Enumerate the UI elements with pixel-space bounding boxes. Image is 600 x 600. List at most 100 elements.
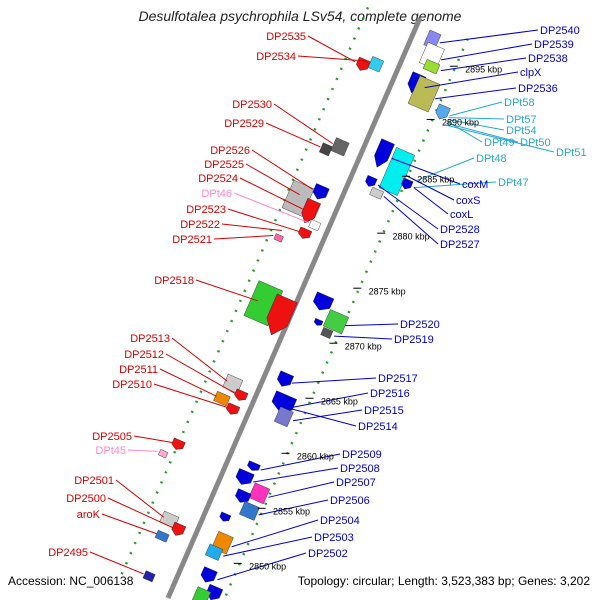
feature-rect xyxy=(308,219,322,232)
leader-line xyxy=(297,55,369,62)
gene-label-right: coxM xyxy=(462,179,488,191)
gene-label-left: DP2526 xyxy=(210,145,250,157)
feature-arrow xyxy=(298,226,313,239)
feature-arrow xyxy=(234,388,249,401)
feature-block xyxy=(374,138,395,168)
leader-line xyxy=(445,124,555,153)
gene-label-right: clpX xyxy=(520,67,542,79)
feature-rect xyxy=(367,56,385,73)
scale-label: 2865 kbp xyxy=(321,396,358,406)
feature-arrow xyxy=(313,291,335,311)
feature-block xyxy=(301,197,321,224)
scale-label: 2880 kbp xyxy=(393,231,430,241)
gene-label-right: DPt50 xyxy=(520,137,551,149)
leader-line xyxy=(195,279,259,302)
feature-arrow xyxy=(271,390,298,412)
gene-label-right: DP2519 xyxy=(394,334,434,346)
feature-block xyxy=(367,56,385,73)
feature-arrow xyxy=(313,318,324,326)
feature-arrow xyxy=(356,56,371,71)
gene-label-right: DP2517 xyxy=(378,373,418,385)
gene-label-left: DP2513 xyxy=(130,333,170,345)
feature-arrow xyxy=(171,521,187,536)
feature-block xyxy=(277,370,294,387)
gene-label-left: aroK xyxy=(77,509,101,521)
topology-text: Topology: circular; Length: 3,523,383 bp… xyxy=(297,574,590,588)
leader-line xyxy=(101,513,157,535)
gene-label-right: DP2527 xyxy=(440,239,480,251)
scale-labels: 2895 kbp 2890 kbp 2885 kbp 2880 kbp 2875 kbp… xyxy=(233,64,502,572)
feature-block xyxy=(401,177,414,190)
leader-line xyxy=(89,551,144,575)
gene-label-right: coxL xyxy=(450,209,473,221)
leader-line xyxy=(115,479,165,518)
gene-label-right: DP2506 xyxy=(330,495,370,507)
leader-line xyxy=(127,449,158,452)
feature-block xyxy=(200,566,218,583)
feature-block xyxy=(435,103,451,120)
gene-label-right: DP2508 xyxy=(340,463,380,475)
feature-rect xyxy=(330,137,350,157)
gene-label-right: DP2520 xyxy=(400,319,440,331)
leader-line xyxy=(159,368,217,397)
scale-label: 2855 kbp xyxy=(273,507,310,517)
leader-line xyxy=(221,223,282,232)
feature-rect xyxy=(273,406,294,428)
feature-block xyxy=(235,488,252,503)
leader-line xyxy=(448,117,505,120)
leader-line xyxy=(440,43,533,61)
gene-label-right: DPt51 xyxy=(556,147,587,159)
feature-block xyxy=(320,327,334,339)
gene-label-right: DP2504 xyxy=(320,515,360,527)
leader-line xyxy=(153,383,228,408)
leader-line xyxy=(227,208,300,232)
gene-label-right: DP2503 xyxy=(314,532,354,544)
gene-label-left: DP2525 xyxy=(204,159,244,171)
leader-line xyxy=(213,235,274,240)
leader-line xyxy=(424,71,519,89)
feature-block xyxy=(298,226,313,239)
feature-rect xyxy=(369,186,384,200)
feature-block xyxy=(271,390,298,412)
feature-block xyxy=(247,460,261,471)
gene-label-left: DP2522 xyxy=(180,219,220,231)
gene-label-left: DP2523 xyxy=(186,204,226,216)
feature-block xyxy=(234,388,249,401)
leader-line xyxy=(245,163,300,196)
gene-label-left: DP2495 xyxy=(48,547,88,559)
feature-rect xyxy=(189,586,212,600)
feature-block xyxy=(266,293,298,336)
feature-block xyxy=(312,183,330,200)
feature-block xyxy=(407,75,441,113)
gene-label-left: DP2501 xyxy=(74,475,114,487)
gene-label-left: DP2534 xyxy=(256,51,296,63)
label-leaders xyxy=(89,29,555,581)
feature-block xyxy=(319,142,333,157)
gene-label-right: DP2540 xyxy=(540,25,580,37)
gene-label-left: DPt45 xyxy=(95,445,126,457)
feature-arrow xyxy=(435,103,451,120)
feature-arrow xyxy=(171,437,186,450)
scale-label: 2895 kbp xyxy=(465,64,502,74)
map-title: Desulfotalea psychrophila LSv54, complet… xyxy=(138,8,462,24)
leader-line xyxy=(107,497,173,529)
gene-label-left: DP2512 xyxy=(124,349,164,361)
gene-label-left: DP2521 xyxy=(172,234,212,246)
feature-rect xyxy=(142,570,156,583)
feature-block xyxy=(365,175,378,187)
feature-block xyxy=(142,570,156,583)
leader-line xyxy=(289,407,357,427)
accession-text: Accession: NC_006138 xyxy=(8,574,134,588)
feature-block xyxy=(378,147,416,196)
leader-line xyxy=(391,157,461,185)
feature-rect xyxy=(319,142,333,157)
scale-label: 2875 kbp xyxy=(369,286,406,296)
gene-label-left: DPt46 xyxy=(201,188,232,200)
feature-arrow xyxy=(235,488,252,503)
leader-line xyxy=(440,57,527,72)
feature-block xyxy=(308,219,322,232)
feature-block xyxy=(313,318,324,326)
leader-line xyxy=(439,29,539,44)
feature-block xyxy=(171,521,187,536)
